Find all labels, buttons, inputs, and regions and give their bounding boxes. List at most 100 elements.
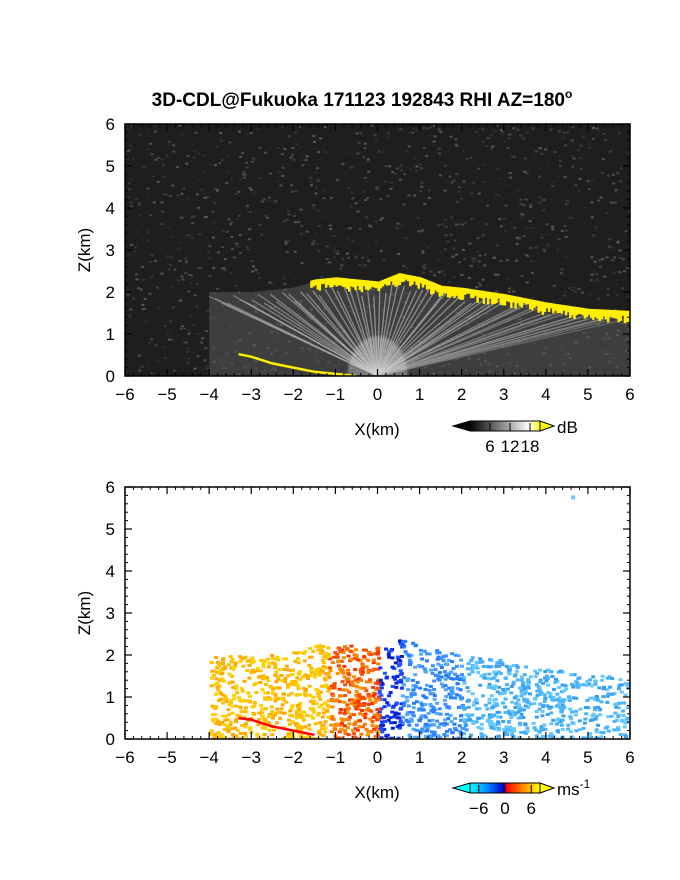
- velocity-cell: [238, 655, 242, 659]
- noise-speck: [218, 162, 222, 165]
- velocity-cell: [289, 691, 294, 695]
- noise-speck: [314, 192, 318, 195]
- velocity-cell: [526, 680, 531, 684]
- velocity-cell: [383, 720, 388, 723]
- noise-speck: [350, 191, 354, 194]
- noise-speck: [336, 178, 339, 181]
- noise-speck: [184, 349, 188, 352]
- noise-speck: [587, 146, 591, 149]
- noise-speck: [361, 213, 365, 216]
- noise-speck: [515, 236, 519, 239]
- high-value-cell: [571, 306, 574, 316]
- velocity-cell: [342, 724, 347, 728]
- velocity-cell: [512, 727, 517, 731]
- velocity-cell: [582, 721, 587, 725]
- velocity-cell: [455, 682, 460, 686]
- velocity-cell: [288, 709, 293, 713]
- velocity-cell: [211, 719, 215, 723]
- velocity-cell: [557, 701, 562, 705]
- velocity-cell: [581, 736, 586, 739]
- velocity-cell: [342, 664, 347, 668]
- noise-speck: [399, 164, 403, 167]
- velocity-cell: [251, 660, 256, 664]
- noise-speck: [552, 181, 556, 184]
- noise-speck: [183, 356, 186, 359]
- velocity-cell: [555, 718, 560, 722]
- velocity-cell: [368, 698, 373, 702]
- velocity-cell: [489, 726, 494, 730]
- noise-speck: [206, 309, 209, 312]
- velocity-cell: [246, 719, 251, 723]
- noise-speck: [220, 139, 223, 142]
- velocity-cell: [511, 680, 516, 684]
- velocity-cell: [398, 673, 403, 676]
- velocity-cell: [270, 733, 275, 737]
- velocity-cell: [345, 726, 350, 730]
- noise-speck: [589, 293, 593, 296]
- velocity-cell: [316, 695, 321, 699]
- velocity-cell: [441, 659, 446, 663]
- velocity-cell: [560, 727, 565, 731]
- velocity-cell: [397, 723, 402, 727]
- noise-speck: [328, 236, 332, 238]
- velocity-cell: [573, 713, 578, 717]
- noise-speck: [380, 217, 384, 220]
- velocity-cell: [288, 713, 293, 717]
- velocity-cell: [311, 702, 316, 706]
- noise-speck: [242, 173, 246, 176]
- velocity-cell: [538, 680, 543, 684]
- velocity-cell: [612, 692, 617, 695]
- velocity-cell: [505, 727, 510, 730]
- velocity-cell: [493, 702, 498, 705]
- velocity-cell: [490, 706, 495, 710]
- velocity-cell: [538, 678, 543, 682]
- velocity-cell: [590, 718, 595, 722]
- noise-speck: [616, 241, 620, 244]
- velocity-cell: [493, 684, 498, 688]
- noise-speck: [325, 262, 329, 265]
- velocity-cell: [362, 655, 367, 659]
- velocity-cell: [328, 666, 333, 670]
- noise-speck: [576, 288, 580, 290]
- noise-speck: [459, 243, 463, 246]
- velocity-cell: [613, 702, 618, 706]
- noise-speck: [167, 268, 171, 271]
- velocity-cell: [377, 689, 382, 693]
- velocity-cell: [342, 688, 347, 692]
- velocity-cell: [538, 668, 543, 672]
- velocity-cell: [246, 691, 251, 695]
- velocity-cell: [438, 664, 443, 668]
- noise-speck: [472, 181, 476, 184]
- noise-speck: [460, 274, 464, 277]
- noise-speck: [141, 308, 145, 311]
- velocity-cell: [615, 702, 620, 706]
- velocity-cell: [330, 730, 334, 734]
- high-value-cell: [415, 276, 418, 286]
- noise-speck: [189, 282, 193, 285]
- velocity-cell: [247, 664, 252, 667]
- noise-speck: [272, 241, 276, 244]
- noise-speck: [347, 187, 351, 190]
- high-value-cell: [537, 300, 540, 313]
- noise-speck: [469, 156, 473, 159]
- noise-speck: [595, 278, 599, 281]
- velocity-cell: [276, 686, 281, 690]
- noise-speck: [373, 134, 377, 136]
- velocity-cell: [442, 670, 447, 674]
- velocity-cell: [448, 728, 452, 732]
- velocity-cell: [406, 704, 411, 708]
- velocity-cell: [240, 689, 245, 693]
- velocity-cell: [439, 675, 444, 679]
- velocity-cell: [226, 663, 231, 667]
- velocity-cell: [323, 678, 328, 682]
- noise-speck: [474, 257, 478, 260]
- velocity-cell: [395, 655, 400, 659]
- noise-speck: [559, 128, 563, 131]
- velocity-cell: [411, 706, 416, 710]
- noise-speck: [562, 131, 566, 134]
- noise-speck: [261, 200, 264, 203]
- noise-speck: [570, 139, 574, 142]
- velocity-cell: [253, 681, 258, 685]
- high-value-cell: [348, 278, 351, 292]
